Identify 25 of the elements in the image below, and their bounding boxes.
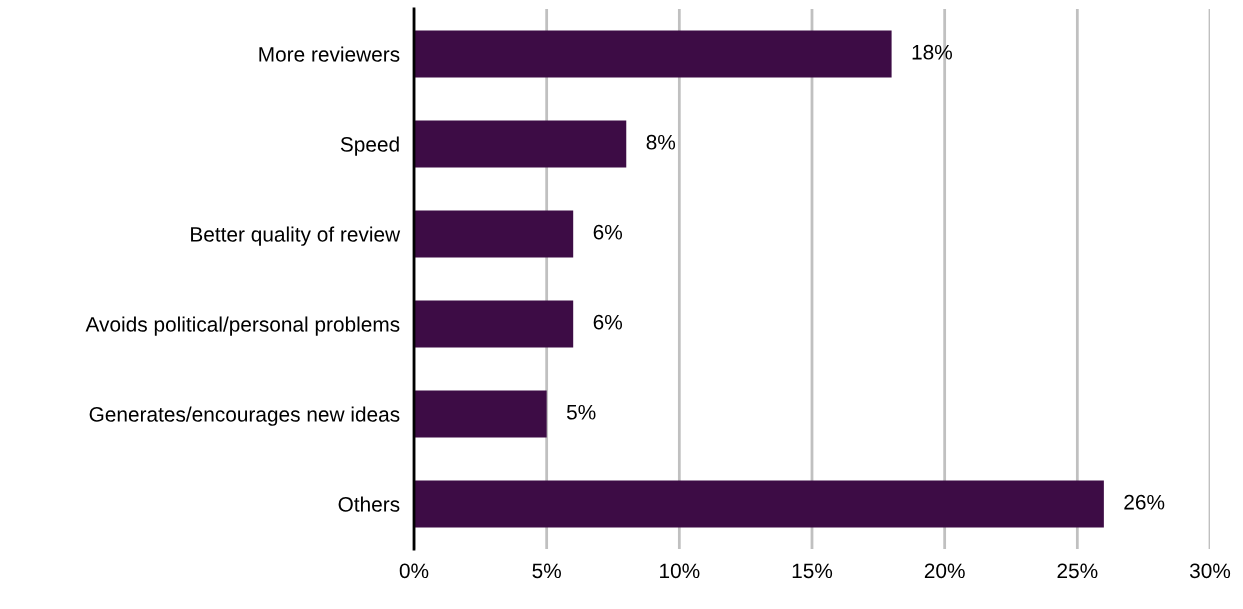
x-tick-label: 30% — [1189, 563, 1231, 579]
x-tick-label: 0% — [399, 563, 429, 579]
y-tick-label: Better quality of review — [191, 226, 401, 246]
y-tick-label: Generates/encourages new ideas — [89, 406, 400, 426]
bar — [414, 210, 574, 258]
x-tick-label: 25% — [1057, 563, 1098, 579]
y-tick-label: More reviewers — [259, 46, 400, 62]
bar — [414, 30, 892, 78]
bar — [414, 480, 1104, 528]
y-tick-label: Speed — [340, 136, 399, 156]
data-label: 6% — [593, 224, 623, 240]
x-tick-label: 20% — [924, 563, 965, 579]
data-label: 18% — [912, 44, 952, 60]
y-tick-label: Avoids political/personal problems — [85, 316, 400, 336]
x-tick-label: 15% — [792, 563, 833, 579]
data-label: 5% — [566, 404, 596, 420]
bar — [414, 300, 574, 348]
x-tick-label: 5% — [532, 563, 561, 579]
x-tick-label: 10% — [660, 563, 700, 579]
data-label: 6% — [593, 314, 623, 330]
y-tick-label: Others — [338, 496, 400, 512]
data-label: 26% — [1124, 494, 1165, 510]
bar — [414, 120, 627, 168]
data-label: 8% — [646, 134, 676, 150]
bar — [414, 390, 547, 438]
